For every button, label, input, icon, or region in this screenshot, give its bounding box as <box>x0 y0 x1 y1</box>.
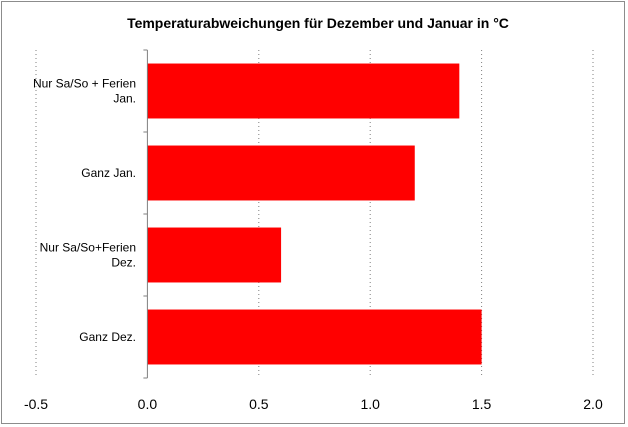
chart-title: Temperaturabweichungen für Dezember und … <box>127 15 509 31</box>
category-label: Nur Sa/So + Ferien Jan. <box>33 77 136 106</box>
x-tick-label: 0.5 <box>249 396 269 412</box>
category-labels: Nur Sa/So + Ferien Jan. Ganz Jan. Nur Sa/So… <box>33 77 136 345</box>
x-tick-labels: -0.5 0.0 0.5 1.0 1.5 2.0 <box>24 396 603 412</box>
category-label: Nur Sa/So+Ferien Dez. <box>40 241 136 270</box>
category-label: Ganz Dez. <box>79 330 136 344</box>
axes <box>143 49 148 379</box>
bar <box>147 145 415 201</box>
category-label: Ganz Jan. <box>81 166 136 180</box>
bars <box>147 63 482 365</box>
x-tick-label: 1.0 <box>360 396 380 412</box>
x-tick-label: 0.0 <box>138 396 158 412</box>
gridlines <box>35 50 594 378</box>
x-tick-label: 1.5 <box>472 396 492 412</box>
x-tick-label: -0.5 <box>24 396 48 412</box>
x-tick-label: 2.0 <box>583 396 603 412</box>
bar <box>147 309 482 365</box>
bar <box>147 227 282 283</box>
bar <box>147 63 460 119</box>
